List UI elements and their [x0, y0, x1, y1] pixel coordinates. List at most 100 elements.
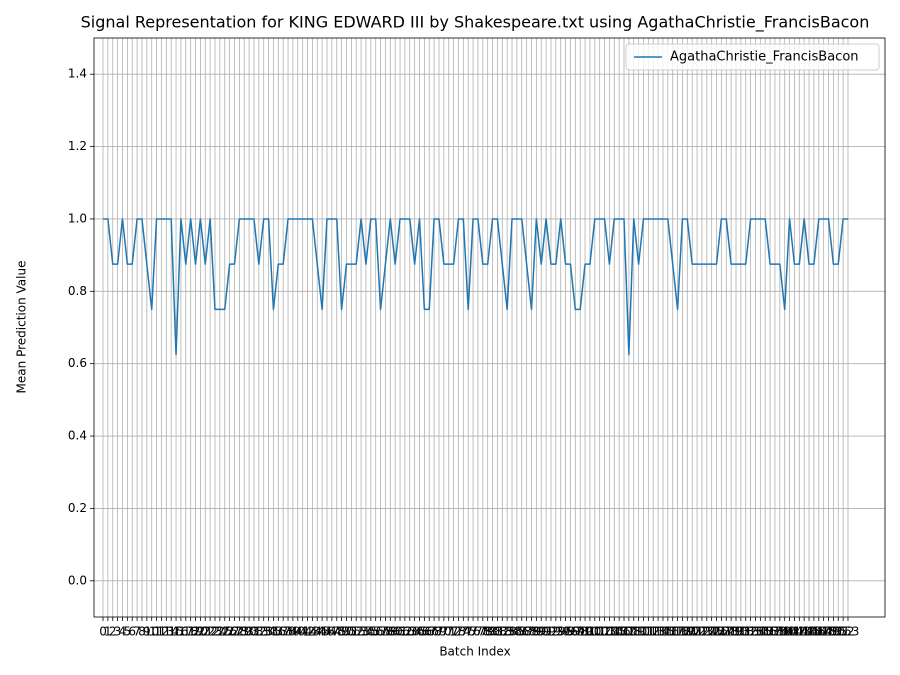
- x-tick-label: 76: [465, 625, 480, 639]
- x-tick-label: 39: [285, 625, 300, 639]
- x-tick-label: 111: [632, 625, 655, 639]
- x-tick-label: 99: [577, 625, 592, 639]
- x-tick-label: 23: [207, 625, 222, 639]
- x-tick-label: 75: [461, 625, 476, 639]
- x-tick-label: 142: [783, 625, 806, 639]
- x-tick-label: 50: [339, 625, 354, 639]
- x-tick-label: 70: [436, 625, 451, 639]
- x-tick-label: 73: [451, 625, 466, 639]
- x-tick-label: 12: [154, 625, 169, 639]
- x-tick-label: 16: [173, 625, 188, 639]
- x-tick-label: 92: [543, 625, 558, 639]
- x-tick-label: 32: [251, 625, 266, 639]
- x-tick-label: 15: [168, 625, 183, 639]
- x-tick-label: 53: [353, 625, 368, 639]
- x-tick-label: 1: [104, 625, 112, 639]
- x-tick-label: 22: [202, 625, 217, 639]
- x-tick-label: 41: [295, 625, 310, 639]
- x-tick-label: 146: [802, 625, 825, 639]
- x-tick-label: 82: [495, 625, 510, 639]
- x-tick-label: 14: [164, 625, 179, 639]
- x-tick-label: 84: [504, 625, 519, 639]
- x-tick-label: 3: [114, 625, 122, 639]
- x-tick-label: 138: [764, 625, 787, 639]
- x-tick-label: 9: [143, 625, 151, 639]
- x-tick-label: 5: [124, 625, 132, 639]
- y-tick-label: 1.2: [68, 139, 87, 153]
- x-tick-label: 46: [319, 625, 334, 639]
- x-tick-label: 49: [334, 625, 349, 639]
- x-tick-label: 153: [837, 625, 860, 639]
- x-tick-label: 69: [431, 625, 446, 639]
- x-tick-label: 26: [222, 625, 237, 639]
- x-tick-label: 102: [588, 625, 611, 639]
- x-tick-label: 52: [349, 625, 364, 639]
- x-tick-label: 137: [759, 625, 782, 639]
- x-tick-label: 33: [256, 625, 271, 639]
- x-tick-label: 124: [695, 625, 718, 639]
- x-tick-label: 24: [212, 625, 227, 639]
- x-tick-label: 118: [666, 625, 689, 639]
- x-tick-label: 64: [407, 625, 422, 639]
- x-tick-label: 98: [573, 625, 588, 639]
- plot-frame: [93, 37, 886, 618]
- x-tick-label: 71: [441, 625, 456, 639]
- x-tick-label: 114: [647, 625, 670, 639]
- x-tick-label: 10: [144, 625, 159, 639]
- x-tick-label: 62: [397, 625, 412, 639]
- x-tick-label: 136: [754, 625, 777, 639]
- x-tick-label: 95: [558, 625, 573, 639]
- x-tick-label: 0: [99, 625, 107, 639]
- x-tick-label: 121: [681, 625, 704, 639]
- x-tick-label: 130: [725, 625, 748, 639]
- x-tick-label: 11: [149, 625, 164, 639]
- x-tick-label: 134: [744, 625, 767, 639]
- x-tick-label: 125: [700, 625, 723, 639]
- x-tick-label: 96: [563, 625, 578, 639]
- x-tick-label: 77: [470, 625, 485, 639]
- x-tick-label: 83: [500, 625, 515, 639]
- x-tick-label: 126: [705, 625, 728, 639]
- x-tick-label: 13: [159, 625, 174, 639]
- x-tick-label: 127: [710, 625, 733, 639]
- x-tick-label: 149: [817, 625, 840, 639]
- x-tick-label: 78: [475, 625, 490, 639]
- x-tick-label: 128: [715, 625, 738, 639]
- x-tick-label: 36: [271, 625, 286, 639]
- x-tick-label: 27: [227, 625, 242, 639]
- x-tick-label: 131: [729, 625, 752, 639]
- x-tick-label: 80: [485, 625, 500, 639]
- x-tick-label: 79: [480, 625, 495, 639]
- x-tick-label: 25: [217, 625, 232, 639]
- x-tick-label: 100: [578, 625, 601, 639]
- x-tick-label: 54: [358, 625, 373, 639]
- x-tick-label: 90: [534, 625, 549, 639]
- x-tick-label: 18: [183, 625, 198, 639]
- x-tick-label: 72: [446, 625, 461, 639]
- x-tick-label: 152: [832, 625, 855, 639]
- y-tick-label: 0.2: [68, 501, 87, 515]
- x-tick-label: 116: [656, 625, 679, 639]
- x-tick-label: 45: [314, 625, 329, 639]
- x-tick-label: 144: [793, 625, 816, 639]
- x-tick-label: 109: [622, 625, 645, 639]
- x-tick-label: 140: [773, 625, 796, 639]
- x-tick-label: 35: [266, 625, 281, 639]
- x-tick-label: 145: [798, 625, 821, 639]
- x-tick-label: 135: [749, 625, 772, 639]
- x-tick-label: 59: [383, 625, 398, 639]
- x-tick-label: 17: [178, 625, 193, 639]
- x-tick-label: 106: [608, 625, 631, 639]
- x-tick-label: 56: [368, 625, 383, 639]
- x-tick-label: 60: [388, 625, 403, 639]
- y-tick-label: 1.0: [68, 211, 87, 225]
- x-axis-label: Batch Index: [439, 645, 510, 659]
- x-tick-label: 67: [422, 625, 437, 639]
- x-tick-label: 123: [690, 625, 713, 639]
- x-tick-label: 132: [734, 625, 757, 639]
- x-tick-label: 66: [417, 625, 432, 639]
- x-tick-label: 2: [109, 625, 117, 639]
- x-tick-label: 103: [593, 625, 616, 639]
- x-tick-label: 38: [280, 625, 295, 639]
